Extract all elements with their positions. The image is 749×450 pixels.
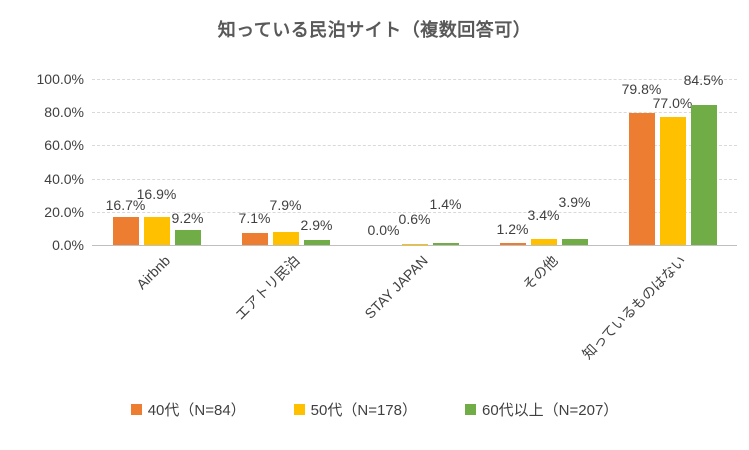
legend: 40代（N=84） 50代（N=178） 60代以上（N=207）	[0, 399, 749, 420]
bar	[659, 117, 686, 245]
y-axis-tick-label: 20.0%	[44, 203, 84, 220]
legend-swatch	[464, 404, 476, 415]
x-axis-line	[92, 245, 737, 246]
category-label: STAY JAPAN	[361, 252, 432, 322]
bar	[401, 244, 428, 245]
y-axis-tick-label: 40.0%	[44, 170, 84, 187]
data-label: 0.0%	[367, 222, 400, 238]
data-label: 84.5%	[683, 72, 724, 88]
data-label: 79.8%	[621, 81, 662, 97]
data-label: 3.4%	[527, 207, 560, 223]
legend-item: 60代以上（N=207）	[464, 399, 619, 420]
bar	[530, 239, 557, 245]
y-axis-tick-label: 60.0%	[44, 137, 84, 154]
gridline	[92, 112, 737, 114]
category-label: 知っているものはない	[579, 252, 690, 363]
gridline	[92, 145, 737, 147]
gridline	[92, 79, 737, 80]
legend-swatch	[293, 404, 305, 415]
bar	[303, 240, 330, 245]
data-label: 77.0%	[652, 95, 693, 111]
legend-label: 40代（N=84）	[147, 402, 246, 419]
bar	[432, 243, 459, 245]
y-axis-tick-label: 80.0%	[44, 104, 84, 121]
category-label: Airbnb	[133, 252, 174, 293]
bar	[561, 239, 588, 245]
bar	[112, 217, 139, 245]
data-label: 16.9%	[136, 186, 177, 202]
bar	[272, 232, 299, 245]
data-label: 1.2%	[496, 221, 529, 237]
bar	[690, 105, 717, 245]
bar	[143, 217, 170, 245]
data-label: 2.9%	[300, 217, 333, 233]
data-label: 7.9%	[269, 197, 302, 213]
data-label: 3.9%	[558, 194, 591, 210]
y-axis-tick-label: 100.0%	[36, 71, 84, 87]
legend-label: 60代以上（N=207）	[481, 402, 619, 419]
legend-label: 50代（N=178）	[310, 402, 417, 419]
data-label: 0.6%	[398, 211, 431, 227]
legend-item: 40代（N=84）	[130, 399, 246, 420]
data-label: 16.7%	[105, 197, 146, 213]
bar	[628, 113, 655, 245]
gridline	[92, 178, 737, 180]
legend-swatch	[130, 404, 142, 415]
data-label: 1.4%	[429, 196, 462, 212]
category-label: エアトリ民泊	[231, 252, 303, 324]
data-label: 9.2%	[171, 210, 204, 226]
category-label: その他	[519, 252, 561, 294]
legend-item: 50代（N=178）	[293, 399, 417, 420]
chart-title: 知っている民泊サイト（複数回答可）	[217, 20, 532, 40]
bar	[174, 230, 201, 245]
y-axis-tick-label: 0.0%	[52, 237, 84, 253]
gridline	[92, 211, 737, 213]
bar	[241, 233, 268, 245]
bar	[499, 243, 526, 245]
data-label: 7.1%	[238, 210, 271, 226]
